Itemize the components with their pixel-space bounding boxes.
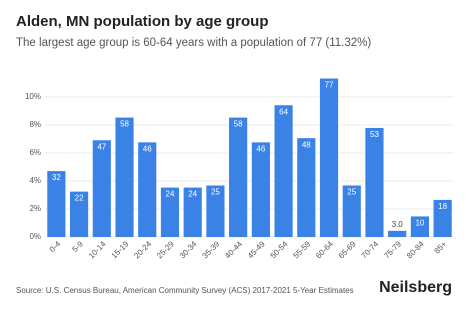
x-tick-label: 80-84 bbox=[405, 239, 426, 260]
x-tick-label: 10-14 bbox=[87, 239, 108, 260]
bar bbox=[342, 185, 361, 237]
y-tick-label: 2% bbox=[29, 204, 41, 213]
x-tick-label: 60-64 bbox=[314, 239, 335, 260]
bar bbox=[206, 185, 225, 237]
x-tick-label: 5-9 bbox=[70, 239, 85, 254]
x-tick-label: 45-49 bbox=[246, 239, 267, 260]
bar bbox=[365, 127, 384, 237]
bar bbox=[160, 187, 180, 237]
data-label: 46 bbox=[143, 144, 152, 153]
brand-logo: Neilsberg bbox=[379, 279, 452, 296]
x-tick-label: 55-59 bbox=[291, 239, 312, 260]
x-tick-label: 70-74 bbox=[360, 239, 381, 260]
y-tick-label: 0% bbox=[29, 232, 41, 241]
x-tick-label: 20-24 bbox=[132, 239, 153, 260]
bar bbox=[410, 216, 430, 237]
y-tick-label: 10% bbox=[25, 92, 41, 101]
data-label: 48 bbox=[302, 140, 311, 149]
data-label: 24 bbox=[188, 190, 197, 199]
y-tick-label: 4% bbox=[29, 176, 41, 185]
bar bbox=[274, 105, 293, 237]
x-tick-label: 25-29 bbox=[155, 239, 176, 260]
data-label: 64 bbox=[279, 107, 288, 116]
data-label: 25 bbox=[211, 188, 220, 197]
x-tick-label: 15-19 bbox=[110, 239, 131, 260]
data-label: 22 bbox=[75, 194, 84, 203]
x-tick-label: 75-79 bbox=[382, 239, 403, 260]
y-tick-label: 8% bbox=[29, 120, 41, 129]
bar bbox=[251, 142, 270, 237]
x-tick-label: 35-39 bbox=[200, 239, 221, 260]
data-label: 46 bbox=[256, 144, 265, 153]
x-tick-label: 85+ bbox=[433, 239, 449, 255]
x-tick-label: 30-34 bbox=[178, 239, 199, 260]
source: Source: U.S. Census Bureau, American Com… bbox=[16, 286, 354, 295]
chart-subtitle: The largest age group is 60-64 years wit… bbox=[16, 37, 371, 49]
bar bbox=[69, 191, 89, 237]
x-tick-label: 40-44 bbox=[223, 239, 244, 260]
x-tick-label: 65-69 bbox=[337, 239, 358, 260]
data-label: 58 bbox=[234, 120, 243, 129]
x-tick-label: 0-4 bbox=[48, 239, 63, 254]
data-label: 3.0 bbox=[392, 220, 404, 229]
data-label: 58 bbox=[120, 120, 129, 129]
data-label: 47 bbox=[97, 142, 106, 151]
bar bbox=[183, 187, 202, 237]
chart-title: Alden, MN population by age group bbox=[16, 13, 269, 30]
bar bbox=[297, 138, 316, 237]
bar bbox=[229, 117, 248, 237]
data-label: 25 bbox=[347, 188, 356, 197]
data-label: 77 bbox=[325, 81, 334, 90]
bar bbox=[92, 140, 111, 237]
bar bbox=[388, 230, 407, 237]
x-tick-label: 50-54 bbox=[269, 239, 290, 260]
y-tick-label: 6% bbox=[29, 148, 41, 157]
data-label: 24 bbox=[166, 190, 175, 199]
data-label: 10 bbox=[415, 219, 424, 228]
data-label: 53 bbox=[370, 130, 379, 139]
bar bbox=[319, 78, 339, 238]
bar bbox=[138, 142, 157, 237]
data-label: 32 bbox=[52, 173, 61, 182]
bar bbox=[115, 117, 134, 237]
bar bbox=[47, 171, 66, 237]
data-label: 18 bbox=[438, 202, 447, 211]
bar bbox=[433, 199, 452, 237]
